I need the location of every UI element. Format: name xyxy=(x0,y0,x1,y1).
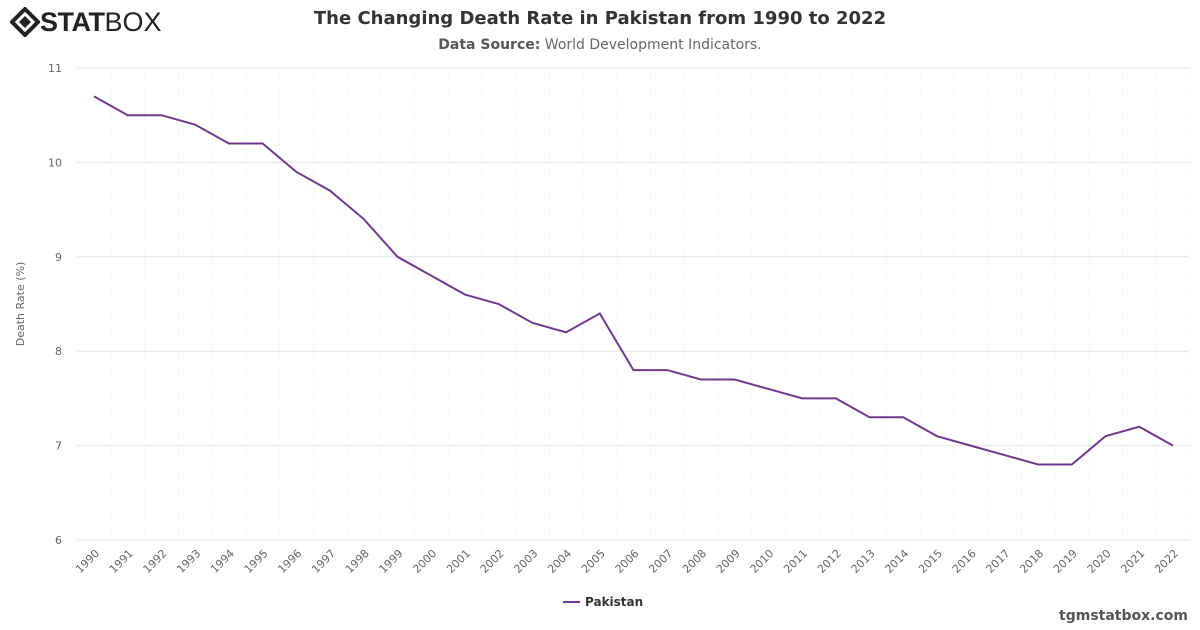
y-axis-label: Death Rate (%) xyxy=(14,262,27,347)
x-tick-label: 2006 xyxy=(613,547,642,576)
x-tick-label: 2014 xyxy=(882,547,911,576)
x-tick-label: 2009 xyxy=(714,547,743,576)
x-tick-label: 1994 xyxy=(208,547,237,576)
x-tick-label: 2001 xyxy=(444,547,473,576)
logo-text-light: BOX xyxy=(104,6,162,37)
x-tick-label: 2010 xyxy=(748,547,777,576)
x-tick-label: 2004 xyxy=(545,547,574,576)
y-tick-label: 7 xyxy=(55,440,62,453)
y-tick-label: 8 xyxy=(55,345,62,358)
statbox-logo: STAT BOX xyxy=(10,6,162,38)
x-tick-label: 1997 xyxy=(309,547,338,576)
x-tick-label: 2008 xyxy=(680,547,709,576)
chart-title: The Changing Death Rate in Pakistan from… xyxy=(313,8,887,29)
x-tick-label: 2005 xyxy=(579,547,608,576)
x-tick-label: 2002 xyxy=(478,547,507,576)
chart-subtitle: Data Source: World Development Indicator… xyxy=(0,37,1200,53)
source-value: World Development Indicators. xyxy=(544,37,762,53)
x-tick-label: 2017 xyxy=(984,547,1013,576)
x-tick-label: 2020 xyxy=(1085,547,1114,576)
x-tick-label: 1999 xyxy=(377,547,406,576)
x-tick-label: 1996 xyxy=(275,547,304,576)
x-tick-label: 2013 xyxy=(849,547,878,576)
source-label: Data Source: xyxy=(438,37,541,53)
y-tick-label: 6 xyxy=(55,534,62,547)
x-tick-label: 1998 xyxy=(343,547,372,576)
x-tick-label: 2011 xyxy=(781,547,810,576)
logo-text-bold: STAT xyxy=(40,6,105,37)
series-line-pakistan xyxy=(93,95,1174,466)
x-tick-label: 2007 xyxy=(646,547,675,576)
x-tick-label: 2016 xyxy=(950,547,979,576)
x-tick-label: 2000 xyxy=(410,547,439,576)
y-tick-label: 9 xyxy=(55,251,62,264)
x-tick-label: 2003 xyxy=(511,547,540,576)
logo-diamond-icon xyxy=(10,7,40,37)
x-tick-label: 2021 xyxy=(1118,547,1147,576)
x-tick-label: 2012 xyxy=(815,547,844,576)
footer-watermark: tgmstatbox.com xyxy=(1059,608,1188,624)
legend-item: Pakistan xyxy=(585,595,643,609)
x-tick-label: 2019 xyxy=(1051,547,1080,576)
x-tick-label: 1992 xyxy=(141,547,170,576)
x-tick-label: 1995 xyxy=(242,547,271,576)
x-tick-label: 1990 xyxy=(73,547,102,576)
y-tick-label: 10 xyxy=(48,156,62,169)
x-tick-label: 2022 xyxy=(1152,547,1181,576)
x-tick-label: 2015 xyxy=(916,547,945,576)
x-tick-label: 1993 xyxy=(174,547,203,576)
x-tick-label: 1991 xyxy=(107,547,136,576)
y-tick-label: 11 xyxy=(48,62,62,75)
x-tick-label: 2018 xyxy=(1017,547,1046,576)
